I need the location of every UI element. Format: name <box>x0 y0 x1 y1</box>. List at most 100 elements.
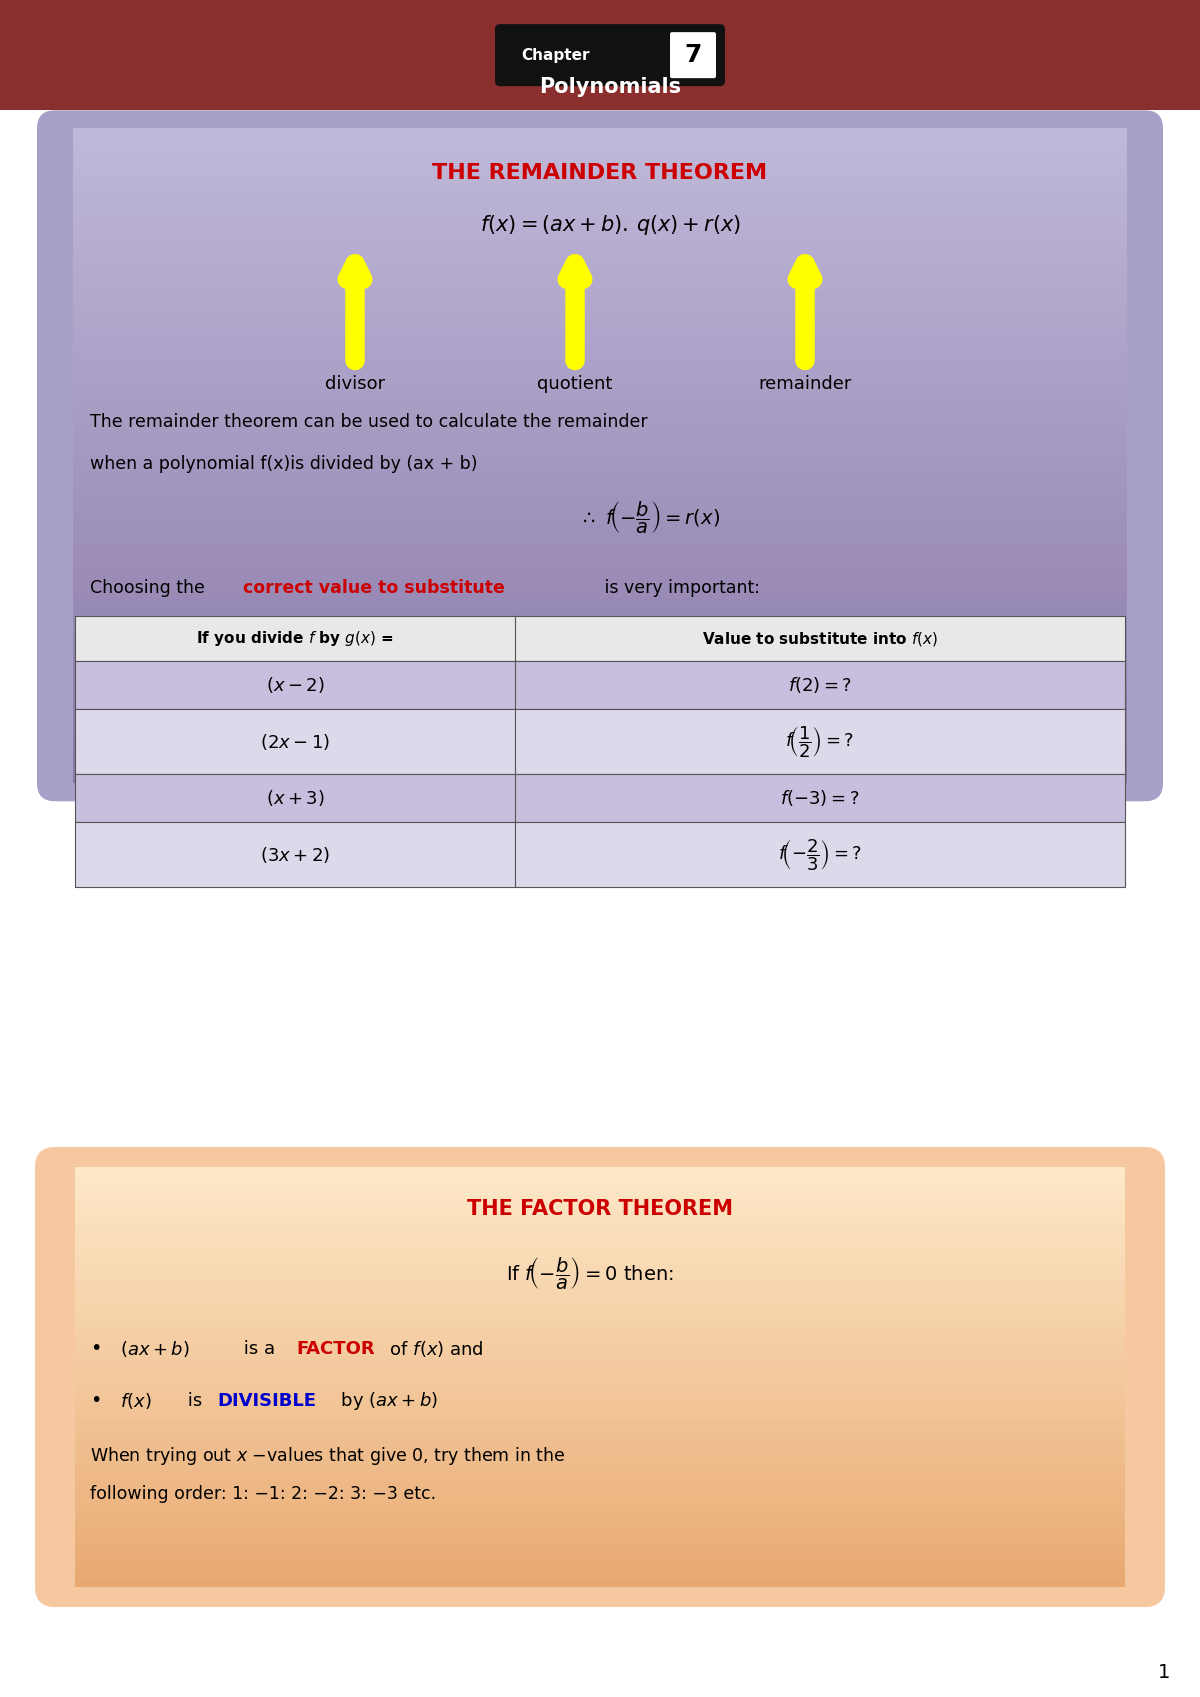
Bar <box>73 129 1127 139</box>
Bar <box>73 171 1127 183</box>
Bar <box>74 1363 1126 1369</box>
Bar <box>73 270 1127 282</box>
Bar <box>73 696 1127 708</box>
Text: Value to substitute into $f(x)$: Value to substitute into $f(x)$ <box>702 630 938 648</box>
Bar <box>74 1553 1126 1560</box>
Bar <box>74 1566 1126 1573</box>
Bar <box>73 412 1127 423</box>
Bar <box>73 423 1127 434</box>
FancyArrowPatch shape <box>568 263 583 360</box>
FancyBboxPatch shape <box>0 0 1200 110</box>
Bar <box>74 1264 1126 1273</box>
Bar <box>73 565 1127 575</box>
Bar <box>74 1475 1126 1481</box>
Bar <box>74 1168 1126 1174</box>
Bar <box>73 686 1127 696</box>
Bar <box>74 709 1126 774</box>
Text: $(x - 2)$: $(x - 2)$ <box>265 675 324 696</box>
Text: remainder: remainder <box>758 375 852 394</box>
Bar <box>74 1517 1126 1524</box>
Bar <box>73 161 1127 171</box>
Text: THE FACTOR THEOREM: THE FACTOR THEOREM <box>467 1200 733 1218</box>
Bar <box>73 260 1127 270</box>
Text: $(3x + 2)$: $(3x + 2)$ <box>260 845 330 865</box>
Bar <box>74 616 1126 662</box>
Bar <box>74 1497 1126 1504</box>
Bar <box>74 1307 1126 1313</box>
Bar <box>74 1560 1126 1566</box>
Text: quotient: quotient <box>538 375 613 394</box>
Text: 7: 7 <box>684 42 702 68</box>
Text: $f(-3) =?$: $f(-3) =?$ <box>780 789 859 808</box>
Bar <box>73 641 1127 652</box>
Bar <box>73 652 1127 664</box>
Bar <box>74 1510 1126 1517</box>
Bar <box>74 1392 1126 1398</box>
Bar <box>73 762 1127 772</box>
Bar <box>73 445 1127 456</box>
Bar <box>73 543 1127 553</box>
Bar <box>73 477 1127 489</box>
Text: is a: is a <box>238 1341 281 1358</box>
Bar <box>73 324 1127 336</box>
Bar <box>74 1432 1126 1441</box>
Text: is: is <box>182 1392 208 1410</box>
Bar <box>74 1376 1126 1385</box>
Text: DIVISIBLE: DIVISIBLE <box>217 1392 316 1410</box>
Bar <box>74 1524 1126 1531</box>
Bar <box>73 708 1127 718</box>
Text: Chapter: Chapter <box>521 48 589 63</box>
FancyBboxPatch shape <box>37 110 1163 801</box>
Bar <box>73 631 1127 641</box>
FancyArrowPatch shape <box>797 263 812 360</box>
Bar <box>73 368 1127 380</box>
Text: $f\!\left(-\dfrac{2}{3}\right) =?$: $f\!\left(-\dfrac{2}{3}\right) =?$ <box>778 837 862 872</box>
Bar <box>74 1280 1126 1286</box>
Bar <box>74 1244 1126 1251</box>
Bar <box>74 1208 1126 1217</box>
Bar <box>74 1313 1126 1320</box>
Bar <box>74 1286 1126 1293</box>
Bar <box>74 1425 1126 1432</box>
Bar <box>74 1573 1126 1580</box>
Text: when a polynomial f(x)is divided by (ax + b): when a polynomial f(x)is divided by (ax … <box>90 455 478 473</box>
FancyArrowPatch shape <box>347 263 362 360</box>
Bar <box>74 774 1126 823</box>
Bar <box>74 1488 1126 1497</box>
Bar <box>73 434 1127 445</box>
Bar <box>73 597 1127 609</box>
Bar <box>74 1504 1126 1510</box>
Bar <box>73 750 1127 762</box>
Text: following order: 1: −1: 2: −2: 3: −3 etc.: following order: 1: −1: 2: −2: 3: −3 etc… <box>90 1485 436 1504</box>
Bar <box>74 1448 1126 1454</box>
Bar <box>74 1257 1126 1264</box>
Bar <box>73 619 1127 631</box>
Bar <box>74 1230 1126 1237</box>
Bar <box>74 823 1126 888</box>
Text: $f(2) =?$: $f(2) =?$ <box>788 675 852 696</box>
Text: If $f\!\left(-\dfrac{b}{a}\right) = 0$ then:: If $f\!\left(-\dfrac{b}{a}\right) = 0$ t… <box>506 1256 674 1291</box>
Bar <box>74 1544 1126 1553</box>
Bar <box>74 1329 1126 1336</box>
Bar <box>74 1237 1126 1244</box>
Text: $f(x)$: $f(x)$ <box>120 1392 151 1410</box>
Text: •: • <box>90 1339 101 1359</box>
Bar <box>74 1181 1126 1188</box>
Bar <box>74 1481 1126 1488</box>
Bar <box>73 248 1127 260</box>
Bar <box>74 1293 1126 1300</box>
Bar <box>73 511 1127 521</box>
Bar <box>74 1580 1126 1587</box>
Bar <box>74 1412 1126 1419</box>
Text: Choosing the: Choosing the <box>90 579 210 597</box>
Bar <box>73 489 1127 499</box>
Bar <box>74 1419 1126 1425</box>
Bar <box>74 1251 1126 1257</box>
Bar <box>73 400 1127 412</box>
Text: correct value to substitute: correct value to substitute <box>244 579 505 597</box>
Bar <box>73 139 1127 149</box>
Bar <box>73 346 1127 358</box>
FancyBboxPatch shape <box>670 32 716 78</box>
Text: FACTOR: FACTOR <box>296 1341 374 1358</box>
Bar <box>74 1300 1126 1307</box>
